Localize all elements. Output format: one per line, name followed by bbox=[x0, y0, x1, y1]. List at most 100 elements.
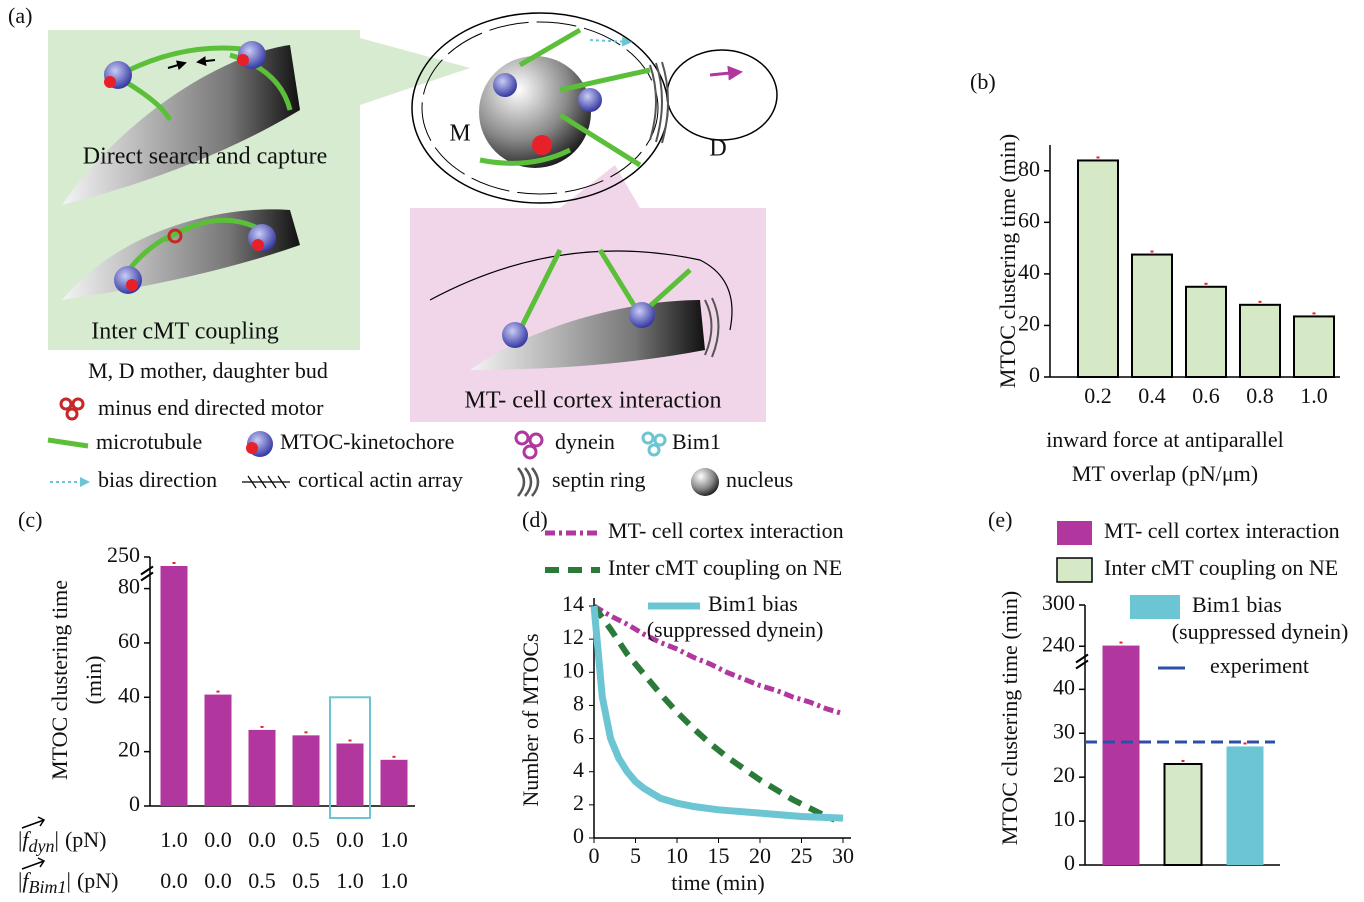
bar bbox=[337, 743, 364, 806]
panel-label: (c) bbox=[18, 507, 42, 532]
legend-swatch bbox=[1057, 558, 1092, 582]
x-tick-label: 0.8 bbox=[1246, 383, 1274, 408]
row-value: 0.5 bbox=[292, 827, 320, 852]
bar bbox=[293, 735, 320, 806]
row-label-part: | bbox=[67, 868, 71, 893]
x-axis-label: inward force at antiparallel bbox=[1046, 427, 1284, 452]
bim1-icon bbox=[643, 433, 665, 455]
row-value: 0.5 bbox=[292, 868, 320, 893]
x-axis-label: MT overlap (pN/μm) bbox=[1072, 461, 1258, 486]
y-tick-label: 250 bbox=[107, 542, 140, 567]
legend-text: M, D mother, daughter bud bbox=[88, 358, 328, 383]
cell-label: D bbox=[709, 136, 726, 162]
legend-text: septin ring bbox=[552, 467, 646, 492]
mtoc-icon bbox=[246, 442, 258, 454]
y-axis-label: Number of MTOCs bbox=[518, 633, 543, 806]
y-tick-label: 0 bbox=[1029, 362, 1040, 387]
y-tick-label: 12 bbox=[562, 624, 584, 649]
row-value: 0.0 bbox=[336, 827, 364, 852]
row-value: 0.0 bbox=[248, 827, 276, 852]
x-tick-label: 15 bbox=[708, 843, 730, 868]
bar-chart: 020406080250|fdyn|(pN)1.00.00.00.50.01.0… bbox=[18, 542, 415, 896]
legend-text: Inter cMT coupling on NE bbox=[1104, 555, 1338, 580]
x-tick-label: 5 bbox=[630, 843, 641, 868]
y-tick-label: 240 bbox=[1042, 631, 1075, 656]
bar bbox=[1078, 160, 1118, 377]
legend-swatch bbox=[1057, 521, 1092, 545]
x-tick-label: 25 bbox=[791, 843, 813, 868]
legend-text: MT- cell cortex interaction bbox=[608, 518, 844, 543]
row-value: 0.5 bbox=[248, 868, 276, 893]
x-tick-label: 30 bbox=[832, 843, 854, 868]
legend-text: dynein bbox=[555, 429, 615, 454]
legend-text: bias direction bbox=[98, 467, 217, 492]
x-tick-label: 0 bbox=[589, 843, 600, 868]
panel-label: (e) bbox=[988, 507, 1012, 532]
row-unit: (pN) bbox=[65, 827, 107, 852]
x-tick-label: 10 bbox=[666, 843, 688, 868]
y-tick-label: 60 bbox=[1018, 207, 1040, 232]
y-tick-label: 80 bbox=[118, 574, 140, 599]
dynein-arrow bbox=[710, 72, 740, 75]
row-label-part: Bim1 bbox=[29, 877, 67, 897]
legend-text: (suppressed dynein) bbox=[1172, 619, 1349, 644]
legend-text: (suppressed dynein) bbox=[647, 617, 824, 642]
y-axis-label: MTOC clustering time (min) bbox=[997, 591, 1022, 845]
motor-icon bbox=[61, 399, 83, 419]
x-tick-label: 20 bbox=[749, 843, 771, 868]
y-tick-label: 40 bbox=[1018, 259, 1040, 284]
row-value: 1.0 bbox=[336, 868, 364, 893]
bar bbox=[205, 695, 232, 806]
y-tick-label: 20 bbox=[1018, 310, 1040, 335]
y-tick-label: 0 bbox=[573, 823, 584, 848]
septin-icon bbox=[518, 468, 538, 496]
bias-arrow bbox=[590, 40, 630, 42]
microtubule-icon bbox=[48, 440, 88, 446]
x-tick-label: 0.2 bbox=[1084, 383, 1112, 408]
row-label: |fBim1|(pN) bbox=[18, 868, 118, 896]
mtoc bbox=[532, 135, 552, 155]
mtoc bbox=[493, 73, 517, 97]
legend-text: nucleus bbox=[726, 467, 793, 492]
legend-text: Bim1 bias bbox=[1192, 592, 1282, 617]
septin-ring bbox=[650, 62, 668, 143]
panel-label: (d) bbox=[522, 507, 548, 532]
legend-text: experiment bbox=[1210, 653, 1309, 678]
row-value: 0.0 bbox=[204, 868, 232, 893]
bar-chart: 0204060800.20.40.60.81.0inward force at … bbox=[1018, 145, 1340, 486]
mtoc bbox=[126, 279, 138, 291]
bar bbox=[1294, 316, 1334, 377]
row-value: 1.0 bbox=[380, 868, 408, 893]
legend-text: Inter cMT coupling on NE bbox=[608, 555, 842, 580]
row-value: 1.0 bbox=[380, 827, 408, 852]
bar bbox=[249, 730, 276, 806]
y-tick-label: 10 bbox=[1053, 806, 1075, 831]
mtoc bbox=[502, 322, 528, 348]
caption: MT- cell cortex interaction bbox=[464, 388, 721, 414]
mtoc bbox=[237, 54, 249, 66]
y-tick-label: 40 bbox=[1053, 674, 1075, 699]
zoom-wedge bbox=[560, 165, 640, 208]
cell-label: M bbox=[449, 121, 470, 147]
nucleus-icon bbox=[691, 468, 719, 496]
legend-text: Bim1 bbox=[672, 429, 721, 454]
legend-text: MTOC-kinetochore bbox=[280, 429, 454, 454]
vector-arrow bbox=[22, 817, 44, 828]
x-tick-label: 0.6 bbox=[1192, 383, 1220, 408]
row-value: 1.0 bbox=[160, 827, 188, 852]
legend-text: MT- cell cortex interaction bbox=[1104, 518, 1340, 543]
mtoc bbox=[629, 302, 655, 328]
y-tick-label: 60 bbox=[118, 628, 140, 653]
y-tick-label: 30 bbox=[1053, 718, 1075, 743]
row-value: 0.0 bbox=[160, 868, 188, 893]
y-tick-label: 10 bbox=[562, 657, 584, 682]
bar bbox=[381, 760, 408, 806]
legend-swatch bbox=[1130, 595, 1180, 619]
x-tick-label: 0.4 bbox=[1138, 383, 1166, 408]
legend-text: microtubule bbox=[96, 429, 202, 454]
row-label-part: dyn bbox=[29, 836, 55, 856]
dynein-icon bbox=[516, 432, 542, 458]
y-tick-label: 20 bbox=[118, 737, 140, 762]
y-tick-label: 14 bbox=[562, 591, 584, 616]
